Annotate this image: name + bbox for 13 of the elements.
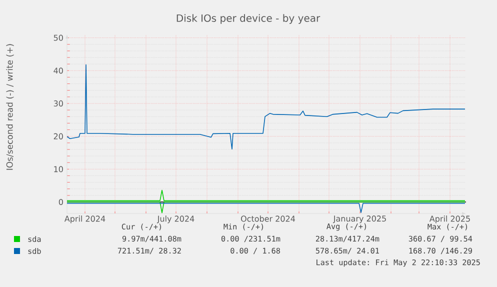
y-tick-label: 30	[54, 100, 63, 106]
x-tick-label: July 2024	[156, 216, 194, 224]
x-tick-label: April 2024	[64, 216, 106, 224]
y-tick-label: 20	[54, 133, 63, 140]
x-tick-label: October 2024	[241, 216, 296, 222]
y-tick-label: 0	[58, 198, 63, 206]
x-tick-label: January 2025	[332, 216, 386, 224]
y-tick-label: 40	[54, 68, 63, 74]
chart-title: Disk IOs per device - by year	[176, 14, 320, 24]
y-axis-title: IOs/second read (-) / write (+)	[6, 44, 14, 170]
y-tick-label: 10	[54, 166, 63, 172]
y-tick-label: 50	[54, 34, 63, 41]
x-tick-label: April 2025	[429, 216, 470, 224]
